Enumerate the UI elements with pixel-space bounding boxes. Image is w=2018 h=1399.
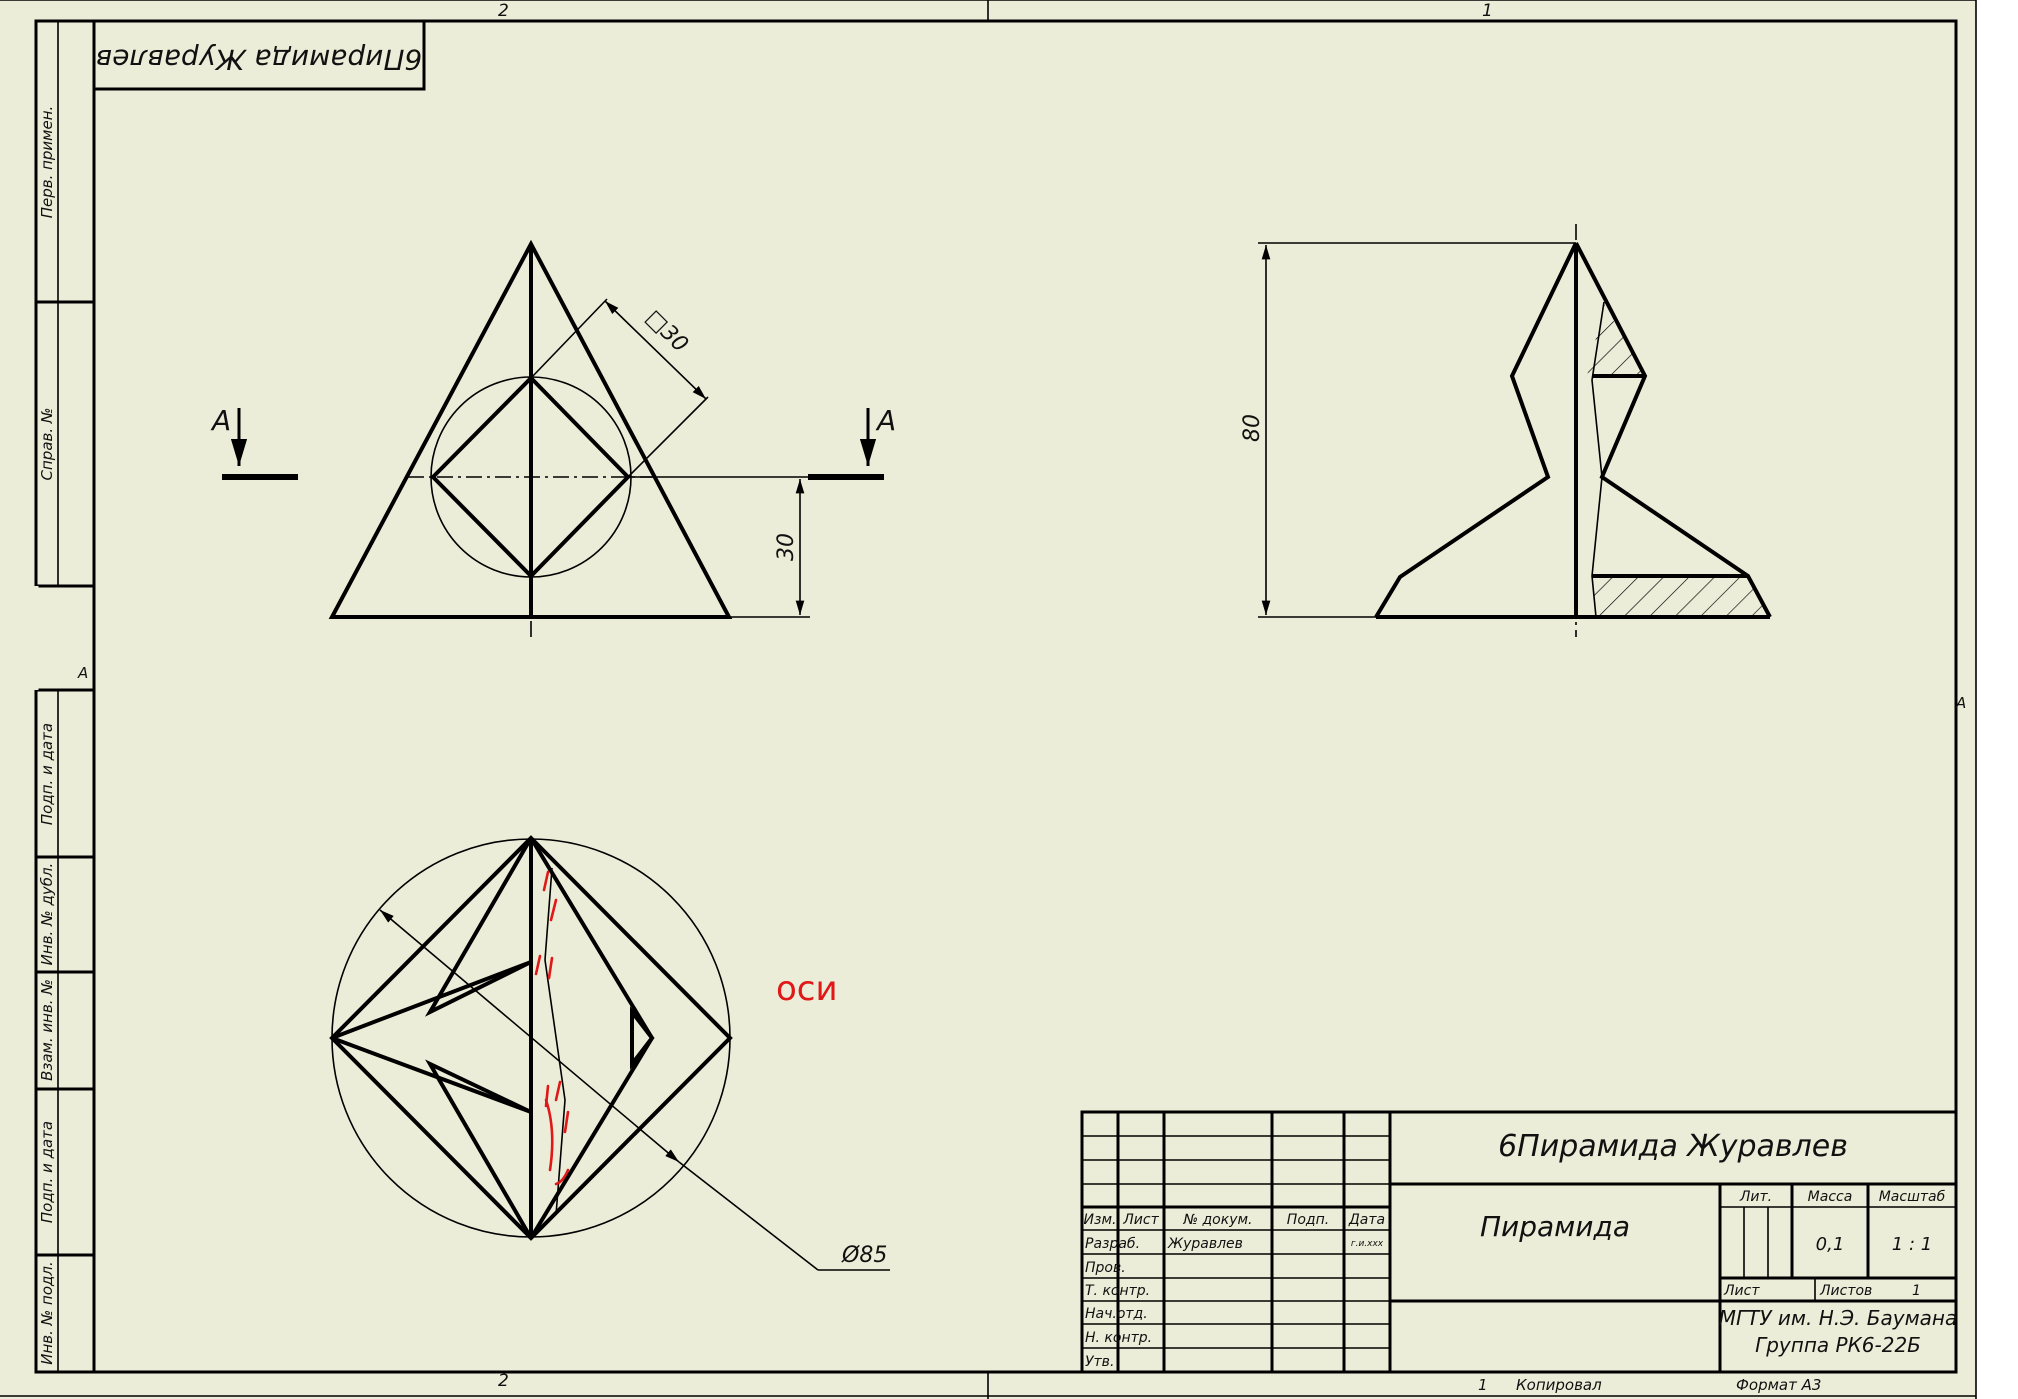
col-header: Дата [1348,1212,1385,1228]
page-margin [1976,0,2018,1399]
side-label: Инв. № подл. [38,1261,56,1364]
group: Группа РК6-22Б [1755,1333,1921,1357]
zone-marker: A [77,664,88,682]
cell-label: Масса [1808,1189,1853,1205]
side-label: Инв. № дубл. [38,863,56,966]
cell-label: Масштаб [1879,1189,1946,1205]
row-label: Пров. [1085,1260,1126,1276]
top-view: Ø85 [329,835,890,1271]
inner-contour [1591,301,1605,618]
mass-value: 0,1 [1816,1234,1845,1255]
organization: МГТУ им. Н.Э. Баумана [1719,1306,1958,1330]
row-label: Разраб. [1085,1236,1140,1252]
footer-sheet-number: 1 [1478,1376,1488,1394]
cell-label: Листов [1819,1283,1872,1299]
hatched-section [1592,576,1770,617]
zone-marker: 2 [498,1,509,21]
row-label: Утв. [1085,1354,1114,1370]
cell-label: Лист [1723,1283,1760,1299]
zone-marker: 2 [498,1371,509,1391]
section-label: A [210,404,231,437]
col-header: Изм. [1084,1212,1117,1228]
side-label: Справ. № [38,408,56,481]
zone-marker: A [1955,694,1966,712]
paper [0,0,1976,1399]
col-header: Подп. [1287,1212,1329,1228]
mirrored-stamp-text: 6Пирамида Журавлев [96,43,423,76]
side-view: 80 [1240,224,1772,637]
side-strip: Перв. примен. Справ. № Подп. и дата Инв.… [33,21,94,1372]
row-label: Нач.отд. [1085,1306,1148,1322]
mirrored-stamp: 6Пирамида Журавлев [92,19,426,91]
profile-left [1374,242,1578,619]
col-header: Лист [1122,1212,1159,1228]
side-label: Перв. примен. [38,106,56,219]
date-hint: г.и.ххх [1351,1239,1384,1249]
dimension-diameter [379,909,680,1163]
dimension-text: 80 [1240,414,1265,442]
side-label: Подп. и дата [38,1121,56,1223]
section-label: A [875,404,896,437]
scale-value: 1 : 1 [1892,1234,1932,1255]
row-label: Н. контр. [1085,1330,1152,1346]
designation: 6Пирамида Журавлев [1498,1129,1848,1164]
author-name: Журавлев [1167,1236,1243,1252]
cell-label: Лит. [1739,1189,1772,1205]
col-header: № докум. [1182,1212,1252,1228]
zone-marker: 1 [1482,1,1493,21]
red-note: оси [776,969,838,1009]
title-block: 6Пирамида Журавлев Пирамида Изм. Лист № … [1080,1110,1958,1374]
dimension-square [604,300,707,400]
part-name: Пирамида [1480,1210,1630,1243]
side-label: Подп. и дата [38,723,56,825]
dimension-text: Ø85 [841,1243,887,1268]
front-view: A A □30 30 [210,239,896,638]
row-label: Т. контр. [1085,1283,1150,1299]
footer-copied: Копировал [1516,1376,1602,1394]
side-label: Взам. инв. № [38,979,56,1081]
sheets-value: 1 [1912,1283,1921,1299]
dimension-text: 30 [774,533,799,561]
red-annotation: оси [534,870,838,1186]
footer-format: Формат А3 [1736,1376,1821,1394]
